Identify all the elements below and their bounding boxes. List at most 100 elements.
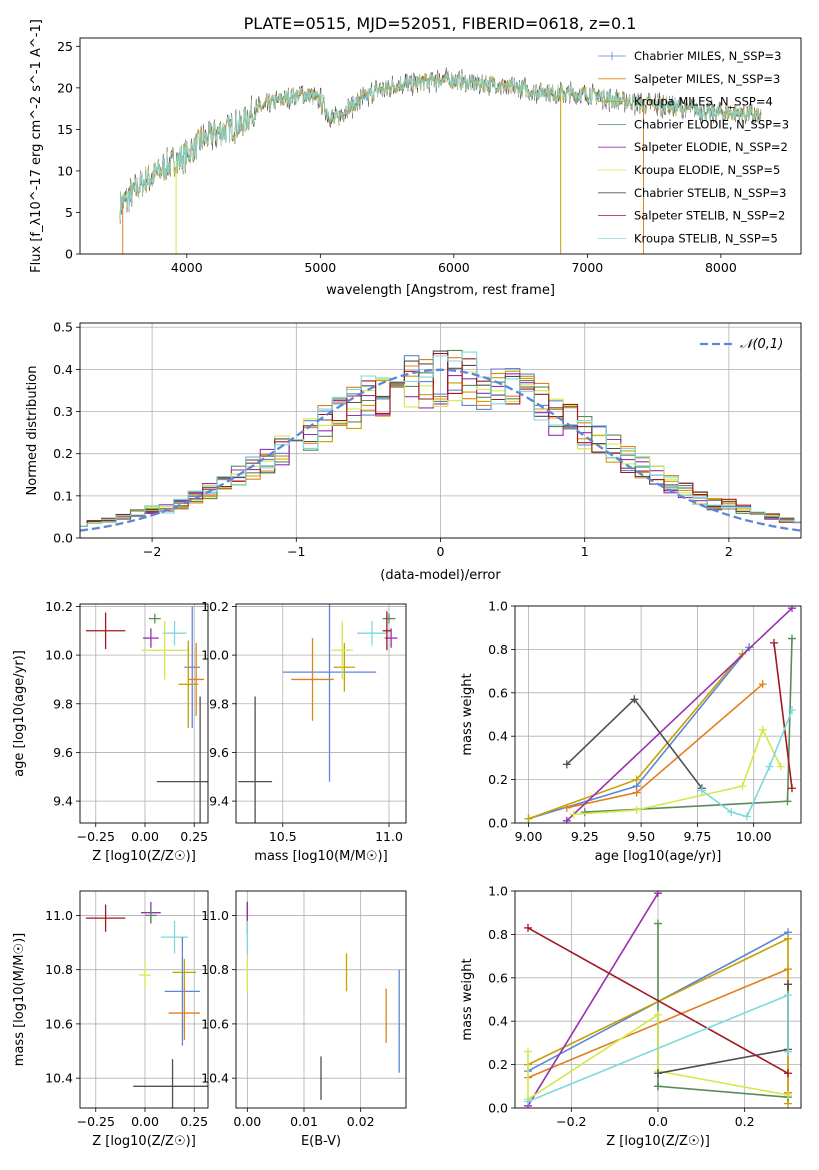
weight-point <box>654 1082 662 1091</box>
weight-vs-age-panel: 9.00 9.25 9.50 9.75 10.00 0.0 0.2 0.4 0.6 0.8 1.0 a… <box>460 599 802 864</box>
x-tick-label: 4000 <box>171 260 203 275</box>
x-tick-label: 0 <box>437 544 445 559</box>
x-tick-label: 5000 <box>304 260 336 275</box>
x-tick-label: −0.25 <box>77 829 115 844</box>
weight-point <box>524 923 532 932</box>
y-tick-label: 5 <box>65 205 73 220</box>
weight-point <box>769 638 778 647</box>
weight-point <box>524 814 533 823</box>
legend-label: Chabrier STELIB, N_SSP=3 <box>634 186 786 200</box>
y-tick-label: 0.8 <box>488 927 508 942</box>
legend-label: Chabrier MILES, N_SSP=3 <box>634 49 781 63</box>
y-tick-label: 0.6 <box>488 970 508 985</box>
legend-label: Salpeter STELIB, N_SSP=2 <box>634 209 785 223</box>
weight-point <box>580 808 589 817</box>
y-axis-label: Flux [f_λ10^-17 erg cm^-2 s^-1 A^-1] <box>29 19 44 273</box>
y-axis-label: age [log10(age/yr)] <box>12 650 27 777</box>
axes-frame <box>79 37 802 255</box>
weight-point <box>758 680 767 689</box>
weight-line <box>566 607 793 822</box>
weight-point <box>654 919 662 928</box>
weight-line <box>573 727 782 816</box>
x-tick-label: 11.0 <box>375 829 403 844</box>
weight-point <box>783 797 792 806</box>
legend-label: Salpeter MILES, N_SSP=3 <box>634 72 780 86</box>
x-tick-label: −1 <box>287 544 305 559</box>
x-axis-label: age [log10(age/yr)] <box>595 849 722 864</box>
y-tick-label: 10.4 <box>45 1071 73 1086</box>
y-axis-label: mass weight <box>460 958 475 1040</box>
x-tick-label: 0.02 <box>347 1114 375 1129</box>
axes-frame <box>79 890 209 1109</box>
weight-point <box>787 784 796 793</box>
x-tick-label: 0.00 <box>131 829 159 844</box>
x-axis-label: (data-model)/error <box>380 568 501 583</box>
x-tick-label: 0.00 <box>131 1114 159 1129</box>
weight-point <box>784 934 792 943</box>
x-axis-label: Z [log10(Z/Z☉)] <box>92 1134 196 1149</box>
axes-frame <box>514 605 802 824</box>
x-tick-label: 0.01 <box>290 1114 318 1129</box>
y-tick-label: 0.3 <box>53 404 73 419</box>
plot-area <box>80 349 801 532</box>
weight-point <box>776 762 785 771</box>
x-axis-label: wavelength [Angstrom, rest frame] <box>326 283 555 298</box>
x-tick-label: 10.5 <box>269 829 297 844</box>
y-axis-label: Normed distribution <box>25 366 40 496</box>
weight-point <box>562 816 571 823</box>
weight-point <box>738 782 747 791</box>
y-tick-label: 10.8 <box>201 962 229 977</box>
y-tick-label: 9.8 <box>209 696 229 711</box>
plot-area <box>524 606 796 823</box>
weight-point <box>787 606 796 613</box>
y-tick-label: 0.4 <box>53 362 73 377</box>
weight-point <box>765 762 774 771</box>
age-vs-metallicity-panel: −0.25 0.00 0.25 9.4 9.6 9.8 10.0 10.2 Z [log10(Z… <box>12 599 209 864</box>
weight-line <box>657 984 789 1075</box>
x-tick-label: 0.25 <box>180 1114 208 1129</box>
weight-vs-metallicity-panel: −0.2 0.0 0.2 0.0 0.2 0.4 0.6 0.8 1.0 Z [log10(Z/Z… <box>460 884 802 1149</box>
legend-label: 𝒩(0,1) <box>740 337 783 352</box>
y-tick-label: 1.0 <box>488 599 508 614</box>
y-tick-label: 0.2 <box>488 1057 508 1072</box>
weight-point <box>745 643 754 652</box>
y-tick-label: 0.5 <box>53 320 73 335</box>
weight-line <box>657 923 789 1098</box>
plot-area <box>238 604 398 823</box>
y-tick-label: 0.0 <box>53 531 73 546</box>
y-tick-label: 10.8 <box>45 962 73 977</box>
y-axis-label: mass weight <box>460 673 475 755</box>
weight-point <box>784 980 792 989</box>
y-tick-label: 0.4 <box>488 1014 508 1029</box>
x-tick-label: 9.50 <box>627 829 655 844</box>
weight-point <box>654 1010 662 1019</box>
age-vs-mass-panel: 10.5 11.0 9.4 9.6 9.8 10.0 10.2 mass [log10(M/M… <box>201 599 407 864</box>
y-tick-label: 1.0 <box>488 884 508 899</box>
weight-point <box>784 1090 792 1099</box>
x-tick-label: 9.75 <box>683 829 711 844</box>
spectrum-line <box>119 72 762 220</box>
y-tick-label: 20 <box>57 80 73 95</box>
spectrum-panel: 4000 5000 6000 7000 8000 0 5 10 15 20 25 wavelength… <box>29 19 802 298</box>
figure-title: PLATE=0515, MJD=52051, FIBERID=0618, z=0… <box>244 14 637 33</box>
x-tick-label: 10.00 <box>736 829 772 844</box>
weight-point <box>787 634 796 643</box>
y-tick-label: 0.4 <box>488 729 508 744</box>
y-tick-label: 0.1 <box>53 488 73 503</box>
weight-point <box>654 1069 662 1078</box>
plot-area <box>119 67 762 254</box>
weight-line <box>527 927 789 1074</box>
x-tick-label: 8000 <box>705 260 737 275</box>
y-tick-label: 10.2 <box>201 599 229 614</box>
y-tick-label: 0.8 <box>488 642 508 657</box>
x-tick-label: −0.2 <box>556 1114 586 1129</box>
x-tick-label: 9.00 <box>515 829 543 844</box>
y-tick-label: 0 <box>65 247 73 262</box>
plot-area <box>524 891 792 1108</box>
x-tick-label: 9.25 <box>571 829 599 844</box>
x-tick-label: −2 <box>143 544 161 559</box>
weight-point <box>738 649 747 658</box>
y-tick-label: 0.0 <box>488 1101 508 1116</box>
axes-frame <box>79 322 802 539</box>
